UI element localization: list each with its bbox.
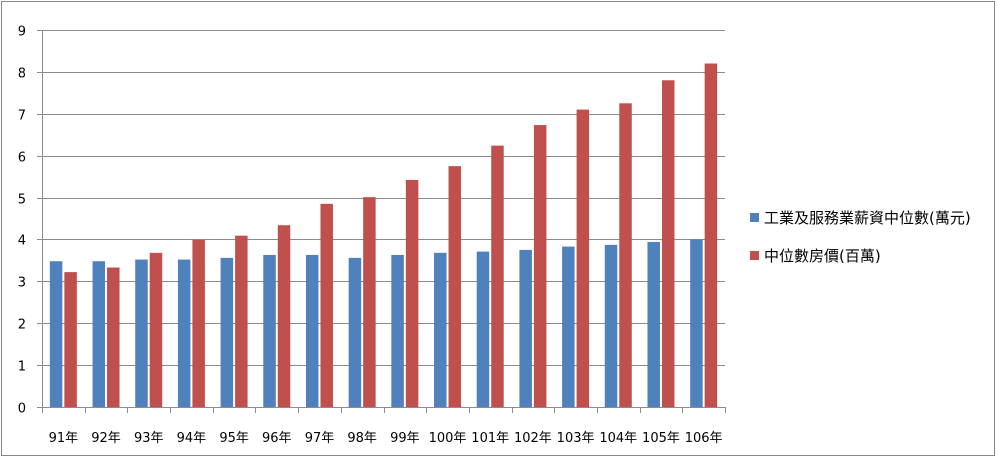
- x-tick-label-12: 103年: [557, 431, 595, 446]
- x-tick-label-5: 96年: [262, 431, 292, 446]
- bar-series1-15: [704, 63, 718, 408]
- x-tick-label-11: 102年: [514, 431, 552, 446]
- bar-series1-14: [661, 80, 675, 408]
- bar-series1-3: [192, 239, 205, 407]
- x-tick-label-9: 100年: [429, 431, 467, 446]
- x-tick-label-10: 101年: [471, 431, 509, 446]
- bar-series1-2: [149, 252, 163, 407]
- y-tick-label-5: 5: [18, 193, 26, 208]
- x-tick-label-8: 99年: [390, 431, 420, 446]
- bar-series0-11: [519, 249, 532, 407]
- x-tick-label-4: 95年: [219, 431, 249, 446]
- bar-series1-6: [320, 203, 333, 407]
- bar-series1-11: [533, 125, 547, 408]
- bar-series0-7: [348, 257, 362, 407]
- bar-series0-2: [135, 259, 148, 407]
- legend-item-salary: 工業及服務業薪資中位數(萬元): [750, 204, 971, 230]
- bar-series0-0: [49, 261, 63, 407]
- bar-series1-7: [363, 197, 376, 407]
- bar-series1-12: [576, 109, 590, 407]
- bar-series0-1: [92, 261, 106, 407]
- legend: 工業及服務業薪資中位數(萬元) 中位數房價(百萬): [750, 204, 971, 280]
- legend-swatch-house-price: [750, 250, 759, 260]
- y-tick-label-1: 1: [18, 360, 26, 375]
- x-tick-label-15: 106年: [685, 431, 723, 446]
- x-tick-label-6: 97年: [305, 431, 335, 446]
- bar-series0-10: [476, 251, 490, 407]
- bar-series1-10: [491, 145, 504, 407]
- y-tick-label-6: 6: [18, 151, 26, 166]
- bar-series1-13: [619, 103, 632, 408]
- x-tick-label-0: 91年: [49, 431, 79, 446]
- bar-series1-9: [448, 166, 462, 407]
- x-tick-label-2: 93年: [134, 431, 164, 446]
- bar-series1-5: [277, 225, 291, 407]
- y-tick-label-9: 9: [18, 25, 26, 40]
- legend-swatch-salary: [750, 212, 759, 222]
- legend-label-house-price: 中位數房價(百萬): [764, 246, 881, 265]
- bar-series1-4: [235, 235, 248, 407]
- bar-series0-15: [690, 239, 703, 407]
- x-tick-label-7: 98年: [347, 431, 377, 446]
- bar-series1-0: [64, 272, 77, 407]
- y-tick-label-7: 7: [18, 109, 26, 124]
- bar-series0-4: [220, 257, 234, 407]
- bar-series0-14: [647, 241, 660, 407]
- x-tick-label-3: 94年: [177, 431, 207, 446]
- legend-label-salary: 工業及服務業薪資中位數(萬元): [764, 208, 971, 227]
- bar-series0-9: [434, 252, 447, 407]
- y-tick-label-4: 4: [18, 234, 26, 249]
- y-tick-label-8: 8: [18, 67, 26, 82]
- bar-series0-5: [263, 254, 276, 407]
- y-tick-label-2: 2: [18, 318, 26, 333]
- x-tick-label-14: 105年: [642, 431, 680, 446]
- y-tick-label-3: 3: [18, 276, 26, 291]
- bar-series0-3: [177, 259, 191, 407]
- bar-series0-8: [391, 254, 404, 407]
- bar-series0-6: [305, 254, 319, 407]
- bar-series1-8: [405, 179, 419, 407]
- bar-series0-12: [562, 246, 575, 407]
- legend-item-house-price: 中位數房價(百萬): [750, 242, 971, 268]
- x-tick-label-1: 92年: [91, 431, 121, 446]
- bar-series0-13: [604, 244, 618, 407]
- bar-series1-1: [107, 267, 120, 407]
- y-tick-label-0: 0: [18, 402, 26, 417]
- x-tick-label-13: 104年: [599, 431, 637, 446]
